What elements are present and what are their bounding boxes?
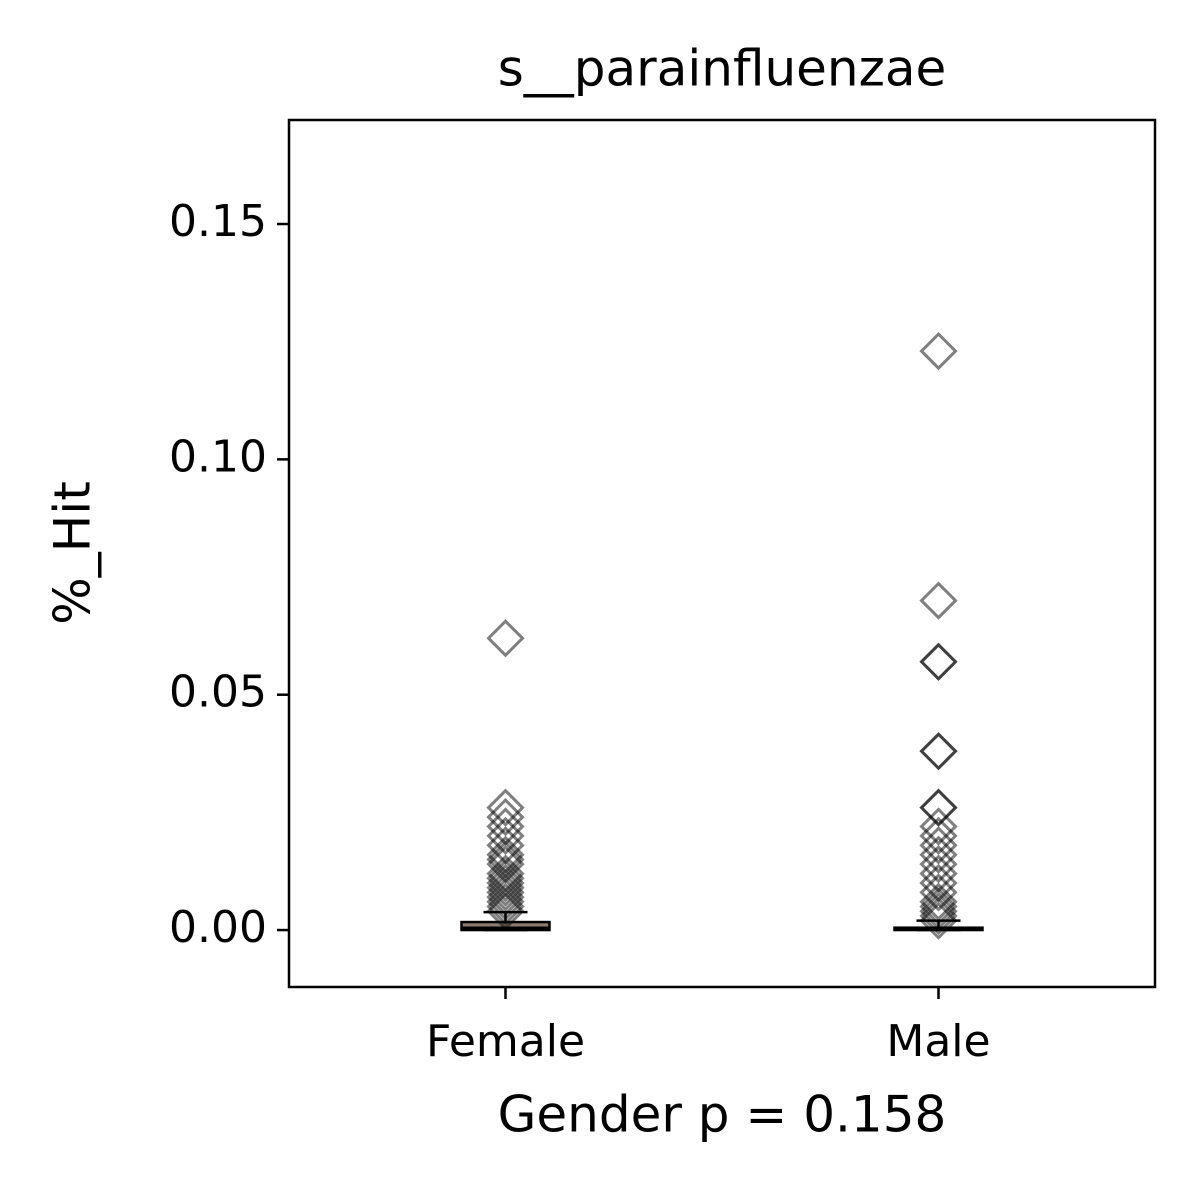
plot-frame <box>287 118 1157 989</box>
flier <box>919 887 958 926</box>
flier <box>486 873 525 912</box>
flier <box>919 835 958 874</box>
x-axis-label: Gender p = 0.158 <box>498 1086 947 1144</box>
flier <box>486 887 525 926</box>
flier <box>486 788 525 827</box>
flier <box>486 863 525 903</box>
flier <box>919 892 958 931</box>
flier <box>919 826 958 865</box>
flier <box>919 642 958 681</box>
flier <box>486 892 525 931</box>
flier <box>919 642 958 681</box>
flier <box>486 816 525 856</box>
flier <box>486 882 525 921</box>
flier <box>919 873 958 912</box>
flier <box>919 901 958 940</box>
flier <box>919 845 958 884</box>
flier <box>486 877 525 917</box>
chart-title: s__parainfluenzae <box>498 40 947 98</box>
flier <box>919 732 958 771</box>
y-tick-label: 0.15 <box>169 196 267 247</box>
flier <box>919 896 958 936</box>
y-tick-label: 0.05 <box>169 667 267 718</box>
flier <box>919 807 958 846</box>
flier <box>919 732 958 771</box>
flier <box>486 868 525 907</box>
y-tick-label: 0.00 <box>169 902 267 953</box>
y-axis-label: %_Hit <box>44 481 102 625</box>
flier <box>919 788 958 827</box>
x-tick-label: Male <box>886 1016 990 1067</box>
x-tick-label: Female <box>426 1016 585 1067</box>
flier <box>919 581 958 620</box>
flier <box>919 882 958 921</box>
flier <box>919 816 958 856</box>
y-tick-label: 0.10 <box>169 431 267 482</box>
flier <box>486 797 525 837</box>
flier <box>919 331 958 371</box>
flier <box>486 619 525 658</box>
